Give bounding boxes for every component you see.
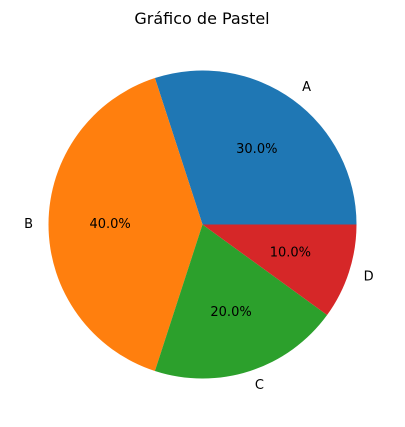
pie-slice-b	[48, 78, 203, 371]
pie-slice-c	[154, 224, 328, 379]
percent-label-a: 30.0%	[236, 142, 277, 157]
category-label-b: B	[24, 217, 33, 232]
percent-label-c: 20.0%	[210, 305, 251, 320]
category-label-a: A	[302, 80, 311, 95]
category-label-d: D	[364, 269, 374, 284]
percent-label-b: 40.0%	[89, 217, 130, 232]
chart-title: Gráfico de Pastel	[134, 9, 269, 28]
pie-slices	[48, 70, 357, 379]
pie-slice-d	[202, 224, 357, 316]
category-label-c: C	[255, 378, 264, 393]
pie-slice-a	[154, 70, 357, 225]
percent-label-d: 10.0%	[270, 246, 311, 261]
pie-labels: A 30.0% B 40.0% C 20.0% D 10.0%	[24, 80, 373, 393]
